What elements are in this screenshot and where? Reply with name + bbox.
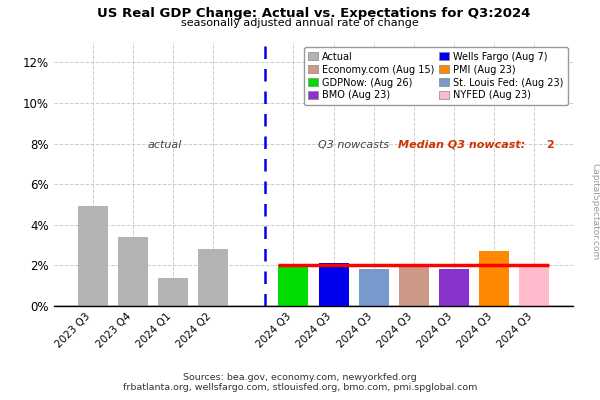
Text: Median Q3 nowcast:: Median Q3 nowcast: bbox=[398, 140, 526, 150]
Bar bbox=[158, 278, 188, 306]
Bar bbox=[319, 263, 349, 306]
Legend: Actual, Economy.com (Aug 15), GDPNow: (Aug 26), BMO (Aug 23), Wells Fargo (Aug 7: Actual, Economy.com (Aug 15), GDPNow: (A… bbox=[304, 47, 568, 105]
Text: actual: actual bbox=[148, 140, 182, 150]
Text: seasonally adjusted annual rate of change: seasonally adjusted annual rate of chang… bbox=[181, 18, 419, 28]
Bar bbox=[519, 268, 550, 306]
Bar bbox=[479, 251, 509, 306]
Title: US Real GDP Change: Actual vs. Expectations for Q3:2024: US Real GDP Change: Actual vs. Expectati… bbox=[97, 7, 530, 20]
Bar bbox=[359, 270, 389, 306]
Text: Q3 nowcasts: Q3 nowcasts bbox=[318, 140, 389, 150]
Text: Sources: bea.gov, economy.com, newyorkfed.org
frbatlanta.org, wellsfargo.com, st: Sources: bea.gov, economy.com, newyorkfe… bbox=[123, 373, 477, 392]
Bar bbox=[278, 265, 308, 306]
Text: CapitalSpectator.com: CapitalSpectator.com bbox=[591, 163, 600, 261]
Bar bbox=[118, 237, 148, 306]
Bar bbox=[198, 249, 228, 306]
Bar bbox=[399, 265, 429, 306]
Text: 2: 2 bbox=[547, 140, 554, 150]
Bar bbox=[77, 206, 108, 306]
Bar bbox=[439, 270, 469, 306]
